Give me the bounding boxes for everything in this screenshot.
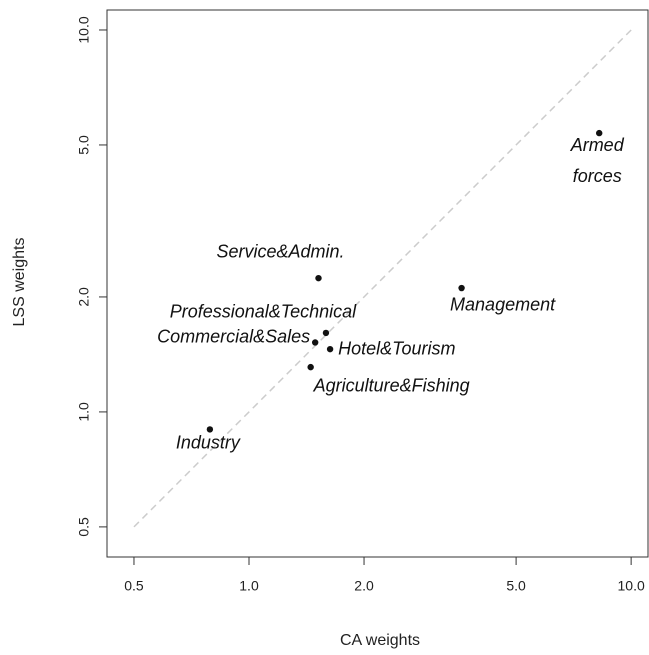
point-label: Agriculture&Fishing xyxy=(313,375,470,396)
x-tick-label: 1.0 xyxy=(239,578,259,594)
reference-line xyxy=(133,29,632,528)
plot-frame xyxy=(106,9,649,558)
point xyxy=(322,329,330,337)
x-tick-label: 10.0 xyxy=(618,578,645,594)
point xyxy=(307,363,314,371)
point-label: Service&Admin. xyxy=(216,241,345,262)
x-axis-label: CA weights xyxy=(340,632,420,649)
point-label: Armed forces xyxy=(570,135,624,187)
point xyxy=(596,129,603,137)
point xyxy=(206,426,214,433)
y-tick-label: 2.0 xyxy=(76,287,92,307)
point-label: Professional&Technical xyxy=(169,301,357,322)
point-label: Industry xyxy=(175,432,240,453)
point xyxy=(315,274,322,282)
point xyxy=(326,345,334,353)
x-tick-label: 2.0 xyxy=(354,578,374,594)
y-tick-label: 5.0 xyxy=(76,135,92,155)
y-tick-label: 0.5 xyxy=(76,517,92,537)
point-label: Management xyxy=(450,294,556,315)
point-label: Hotel&Tourism xyxy=(338,338,456,359)
x-tick-label: 0.5 xyxy=(124,578,144,594)
point-label: Commercial&Sales xyxy=(157,326,311,347)
y-axis-label: LSS weights xyxy=(11,238,28,327)
y-tick-label: 1.0 xyxy=(76,402,92,422)
x-tick-label: 5.0 xyxy=(506,578,526,594)
point xyxy=(458,284,465,292)
point xyxy=(311,339,319,346)
y-tick-label: 10.0 xyxy=(76,16,92,43)
